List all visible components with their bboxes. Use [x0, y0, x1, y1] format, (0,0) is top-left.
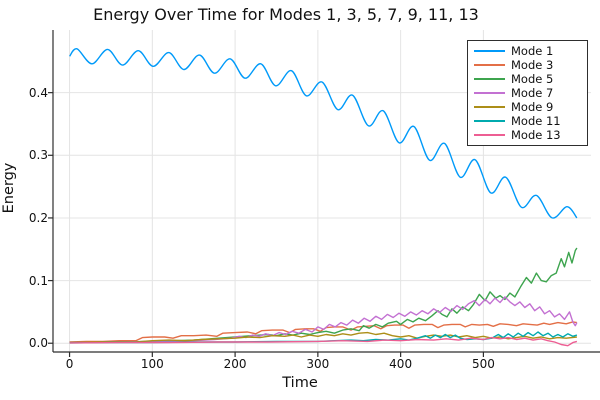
legend-swatch — [474, 106, 505, 108]
legend-item: Mode 5 — [474, 72, 583, 86]
legend-swatch — [474, 92, 505, 94]
legend-label: Mode 9 — [511, 100, 554, 114]
series-line-mode-5 — [69, 247, 578, 344]
y-tick-label: 0.0 — [28, 336, 48, 351]
x-tick-label: 200 — [223, 357, 247, 371]
y-tick-label: 0.4 — [28, 85, 48, 100]
legend-swatch — [474, 64, 505, 66]
legend-label: Mode 7 — [511, 86, 554, 100]
legend-label: Mode 11 — [511, 114, 561, 128]
y-tick-label: 0.3 — [28, 148, 48, 163]
x-tick-label: 500 — [471, 357, 495, 371]
legend-swatch — [474, 134, 505, 136]
y-tick-label: 0.2 — [28, 210, 48, 225]
legend-item: Mode 9 — [474, 100, 583, 114]
series-line-mode-1 — [69, 48, 578, 219]
legend-label: Mode 3 — [511, 58, 554, 72]
x-tick-label: 300 — [306, 357, 330, 371]
x-tick-label: 400 — [389, 357, 413, 371]
legend-item: Mode 3 — [474, 58, 583, 72]
legend-item: Mode 11 — [474, 114, 583, 128]
legend-swatch — [474, 50, 505, 52]
x-tick-label: 100 — [140, 357, 164, 371]
y-tick-label: 0.1 — [28, 273, 48, 288]
x-tick-label: 0 — [65, 357, 74, 371]
legend-swatch — [474, 78, 505, 80]
chart-title: Energy Over Time for Modes 1, 3, 5, 7, 9… — [93, 5, 479, 24]
legend-item: Mode 7 — [474, 86, 583, 100]
legend-item: Mode 1 — [474, 44, 583, 58]
series-line-mode-13 — [69, 336, 578, 347]
legend-swatch — [474, 120, 505, 122]
x-axis-label: Time — [282, 375, 318, 391]
legend-label: Mode 1 — [511, 44, 554, 58]
legend-label: Mode 13 — [511, 128, 561, 142]
legend: Mode 1 Mode 3 Mode 5 Mode 7 Mode 9 Mode … — [467, 40, 588, 146]
y-axis-label: Energy — [1, 162, 17, 214]
legend-label: Mode 5 — [511, 72, 554, 86]
legend-item: Mode 13 — [474, 128, 583, 142]
